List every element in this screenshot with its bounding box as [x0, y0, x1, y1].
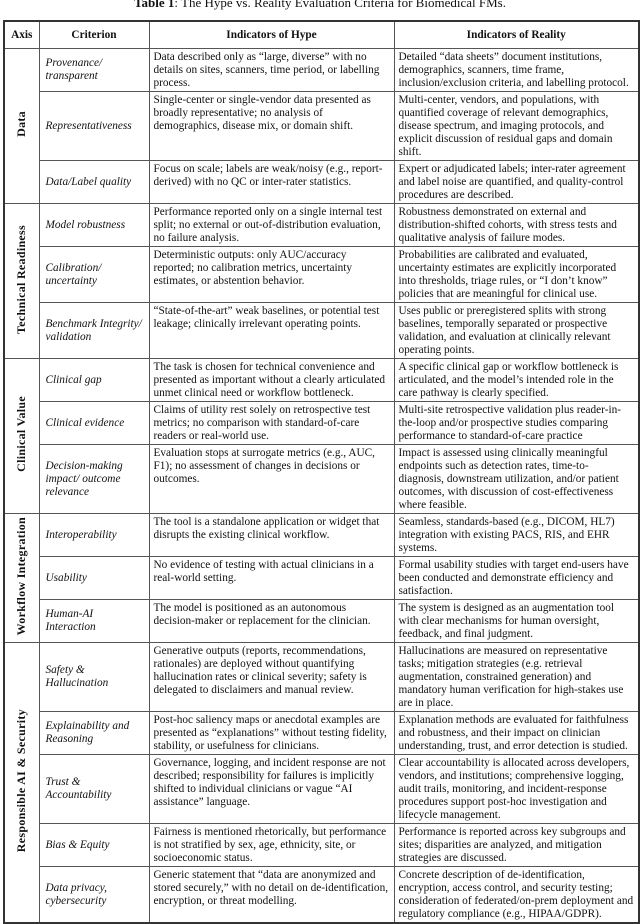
- criterion-cell: Data/Label quality: [38, 160, 150, 204]
- header-criterion: Criterion: [38, 20, 150, 49]
- criterion-cell: Data privacy, cybersecurity: [38, 866, 150, 924]
- table-row: Data Provenance/ transparent Data describe…: [3, 48, 640, 204]
- criterion-cell: Benchmark Integrity/ validation: [38, 302, 150, 359]
- axis-cell: Technical Readiness: [3, 203, 40, 359]
- table-row: Clinical evidence Claims of utility rest …: [4, 401, 640, 445]
- axis-cell: Clinical Value: [3, 358, 40, 514]
- table-row: Workflow Integration Interoperability The …: [3, 513, 640, 643]
- hype-cell: Data described only as “large, diverse” …: [148, 48, 395, 92]
- hype-cell: Generative outputs (reports, recommendat…: [148, 642, 395, 712]
- header-hype: Indicators of Hype: [148, 20, 395, 49]
- hype-cell: Generic statement that “data are anonymi…: [148, 866, 395, 924]
- criterion-cell: Explainability and Reasoning: [38, 711, 150, 755]
- table-row: Technical Readiness Model robustness Perfo…: [3, 203, 640, 359]
- hype-cell: The model is positioned as an autonomous…: [148, 599, 395, 643]
- criterion-cell: Clinical evidence: [38, 401, 150, 445]
- table-row: Decision-making impact/ outcome relevanc…: [4, 444, 640, 514]
- table-row: Calibration/ uncertainty Deterministic ou…: [4, 246, 640, 303]
- reality-cell: Performance is reported across key subgr…: [393, 823, 640, 867]
- table-row: Usability No evidence of testing with act…: [4, 556, 640, 600]
- table-row: Explainability and Reasoning Post-hoc sal…: [4, 711, 640, 755]
- reality-cell: Formal usability studies with target end…: [393, 556, 640, 600]
- reality-cell: Multi-site retrospective validation plus…: [393, 401, 640, 445]
- axis-label: Workflow Integration: [14, 516, 29, 636]
- hype-cell: The tool is a standalone application or …: [148, 513, 395, 557]
- criterion-cell: Usability: [38, 556, 150, 600]
- table-row: Trust & Accountability Governance, loggin…: [4, 754, 640, 824]
- hype-cell: Performance reported only on a single in…: [148, 203, 395, 247]
- caption-label: Table 1: [134, 0, 175, 10]
- axis-cell: Responsible AI & Security: [3, 642, 40, 924]
- axis-label: Responsible AI & Security: [14, 708, 29, 853]
- reality-cell: Hallucinations are measured on represent…: [393, 642, 640, 712]
- reality-cell: Robustness demonstrated on external and …: [393, 203, 640, 247]
- criterion-cell: Safety & Hallucination: [38, 642, 150, 712]
- reality-cell: Expert or adjudicated labels; inter-rate…: [393, 160, 640, 204]
- hype-cell: No evidence of testing with actual clini…: [148, 556, 395, 600]
- table-row: Bias & Equity Fairness is mentioned rheto…: [4, 823, 640, 867]
- reality-cell: Probabilities are calibrated and evaluat…: [393, 246, 640, 303]
- axis-cell: Data: [3, 48, 40, 204]
- hype-cell: “State-of-the-art” weak baselines, or po…: [148, 302, 395, 359]
- header-axis: Axis: [3, 20, 40, 49]
- header-row: Axis Criterion Indicators of Hype Indica…: [3, 20, 640, 49]
- table-row: Representativeness Single-center or singl…: [4, 91, 640, 161]
- axis-cell: Workflow Integration: [3, 513, 40, 643]
- criterion-cell: Bias & Equity: [38, 823, 150, 867]
- axis-label: Technical Readiness: [14, 224, 29, 334]
- criterion-cell: Interoperability: [38, 513, 150, 557]
- reality-cell: Uses public or preregistered splits with…: [393, 302, 640, 359]
- reality-cell: Multi-center, vendors, and populations, …: [393, 91, 640, 161]
- table-row: Human-AI Interaction The model is positio…: [4, 599, 640, 643]
- axis-label: Clinical Value: [14, 396, 29, 472]
- criterion-cell: Human-AI Interaction: [38, 599, 150, 643]
- reality-cell: Seamless, standards-based (e.g., DICOM, …: [393, 513, 640, 557]
- hype-cell: Fairness is mentioned rhetorically, but …: [148, 823, 395, 867]
- reality-cell: The system is designed as an augmentatio…: [393, 599, 640, 643]
- reality-cell: Concrete description of de-identificatio…: [393, 866, 640, 924]
- table-row: Clinical Value Clinical gap The task is ch…: [3, 358, 640, 514]
- header-reality: Indicators of Reality: [393, 20, 640, 49]
- criterion-cell: Clinical gap: [38, 358, 150, 402]
- hype-cell: Focus on scale; labels are weak/noisy (e…: [148, 160, 395, 204]
- reality-cell: A specific clinical gap or workflow bott…: [393, 358, 640, 402]
- axis-label: Data: [14, 111, 29, 137]
- hype-cell: Single-center or single-vendor data pres…: [148, 91, 395, 161]
- reality-cell: Explanation methods are evaluated for fa…: [393, 711, 640, 755]
- caption-text: : The Hype vs. Reality Evaluation Criter…: [174, 0, 506, 10]
- table-row: Data/Label quality Focus on scale; labels…: [4, 160, 640, 204]
- reality-cell: Clear accountability is allocated across…: [393, 754, 640, 824]
- table-row: Data privacy, cybersecurity Generic state…: [4, 866, 640, 924]
- criterion-cell: Representativeness: [38, 91, 150, 161]
- hype-cell: Governance, logging, and incident respon…: [148, 754, 395, 824]
- table-caption: Table 1: The Hype vs. Reality Evaluation…: [0, 0, 640, 17]
- criterion-cell: Decision-making impact/ outcome relevanc…: [38, 444, 150, 514]
- reality-cell: Impact is assessed using clinically mean…: [393, 444, 640, 514]
- criterion-cell: Model robustness: [38, 203, 150, 247]
- hype-cell: Evaluation stops at surrogate metrics (e…: [148, 444, 395, 514]
- criterion-cell: Calibration/ uncertainty: [38, 246, 150, 303]
- hype-cell: Post-hoc saliency maps or anecdotal exam…: [148, 711, 395, 755]
- hype-cell: Deterministic outputs: only AUC/accuracy…: [148, 246, 395, 303]
- table-row: Benchmark Integrity/ validation “State-of…: [4, 302, 640, 359]
- table-row: Responsible AI & Security Safety & Halluc…: [3, 642, 640, 924]
- hype-cell: The task is chosen for technical conveni…: [148, 358, 395, 402]
- hype-cell: Claims of utility rest solely on retrosp…: [148, 401, 395, 445]
- criteria-table: Axis Criterion Indicators of Hype Indica…: [3, 20, 640, 924]
- criterion-cell: Provenance/ transparent: [38, 48, 150, 92]
- reality-cell: Detailed “data sheets” document institut…: [393, 48, 640, 92]
- criterion-cell: Trust & Accountability: [38, 754, 150, 824]
